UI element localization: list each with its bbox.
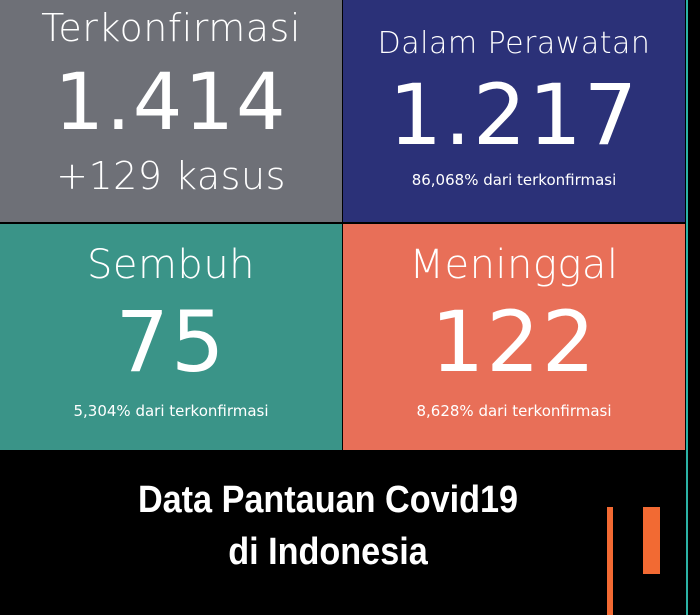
card-label: Dalam Perawatan <box>377 26 651 61</box>
caption-line-2: di Indonesia <box>228 531 428 573</box>
card-value: 122 <box>430 293 598 391</box>
card-sub: 86,068% dari terkonfirmasi <box>411 171 617 189</box>
card-value: 75 <box>115 293 227 391</box>
card-label: Sembuh <box>86 242 256 288</box>
card-deaths: Meninggal 122 8,628% dari terkonfirmasi <box>343 224 685 450</box>
card-sub: 5,304% dari terkonfirmasi <box>73 402 269 420</box>
logo-bar-thick-icon <box>643 507 660 574</box>
card-recovered: Sembuh 75 5,304% dari terkonfirmasi <box>0 224 342 450</box>
edge-divider <box>686 0 688 615</box>
caption: Data Pantauan Covid19 di Indonesia <box>33 474 623 578</box>
card-value: 1.217 <box>388 66 640 164</box>
card-value: 1.414 <box>54 58 288 148</box>
card-label: Meninggal <box>409 242 619 288</box>
card-confirmed: Terkonfirmasi 1.414 +129 kasus <box>0 0 342 222</box>
caption-line-1: Data Pantauan Covid19 <box>137 479 519 521</box>
card-sub: +129 kasus <box>56 154 286 198</box>
card-label: Terkonfirmasi <box>41 6 301 50</box>
card-sub: 8,628% dari terkonfirmasi <box>416 402 612 420</box>
card-in-treatment: Dalam Perawatan 1.217 86,068% dari terko… <box>343 0 685 222</box>
logo-bar-thin-icon <box>607 507 613 615</box>
